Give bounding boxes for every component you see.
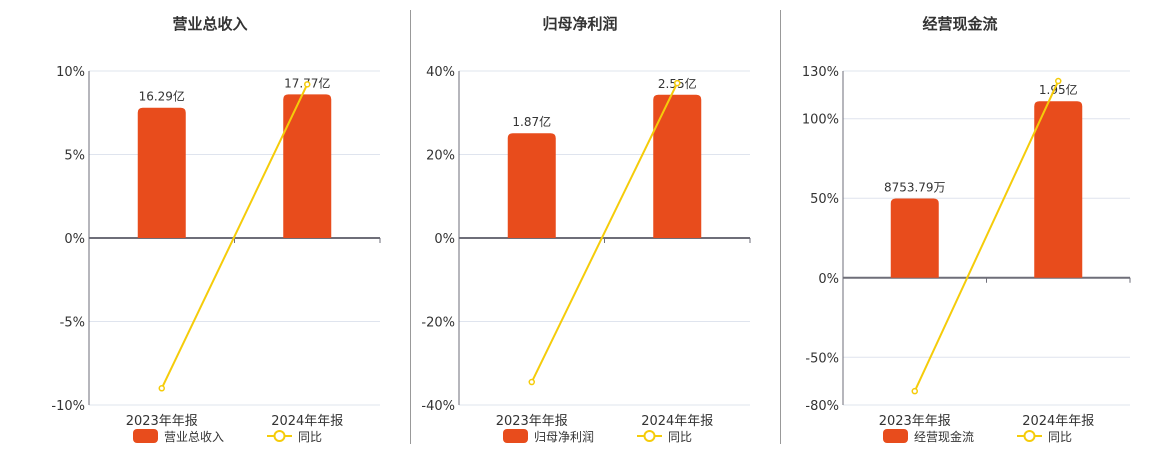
legend-label: 营业总收入 <box>164 430 224 444</box>
bar[interactable] <box>1034 101 1083 278</box>
legend-item-bar[interactable]: 营业总收入 <box>133 429 224 444</box>
yoy-point[interactable] <box>304 81 311 88</box>
legend-item-bar[interactable]: 归母净利润 <box>503 429 594 444</box>
panel-divider-2 <box>780 10 781 444</box>
legend: 营业总收入 同比 <box>133 429 322 444</box>
legend-item-line[interactable]: 同比 <box>1017 430 1072 444</box>
y-tick-label: 5% <box>64 149 85 164</box>
legend-circle-icon <box>273 430 286 442</box>
bar-value-label: 1.87亿 <box>512 114 551 129</box>
legend: 归母净利润 同比 <box>503 429 692 444</box>
yoy-point[interactable] <box>1055 77 1062 85</box>
legend-circle-icon <box>643 430 656 442</box>
y-tick-label: -40% <box>421 399 455 414</box>
chart-title: 经营现金流 <box>922 15 997 33</box>
yoy-line <box>913 80 1060 392</box>
x-category-label: 2023年年报 <box>496 414 568 429</box>
bar-value-label: 16.29亿 <box>139 89 185 104</box>
legend-bar-swatch-icon <box>133 429 158 443</box>
yoy-point[interactable] <box>911 387 918 395</box>
legend-circle-icon <box>1023 430 1036 442</box>
y-tick-label: -50% <box>805 351 839 366</box>
x-category-label: 2024年年报 <box>1022 414 1094 429</box>
legend-item-bar[interactable]: 经营现金流 <box>883 429 974 444</box>
y-tick-label: -10% <box>51 399 85 414</box>
chart-title: 归母净利润 <box>542 15 617 33</box>
yoy-point[interactable] <box>158 385 165 392</box>
x-category-label: 2023年年报 <box>126 414 198 429</box>
y-tick-label: -80% <box>805 399 839 414</box>
bar[interactable] <box>653 94 702 238</box>
legend-label: 归母净利润 <box>534 430 594 444</box>
y-tick-label: 0% <box>434 232 455 247</box>
legend-label: 同比 <box>298 430 322 444</box>
legend-bar-swatch-icon <box>883 429 908 443</box>
bar[interactable] <box>507 133 556 238</box>
legend-bar-swatch-icon <box>503 429 528 443</box>
legend-item-line[interactable]: 同比 <box>267 430 322 444</box>
legend-label: 同比 <box>668 430 692 444</box>
bar[interactable] <box>283 94 332 238</box>
chart-panel-3: 经营现金流 130% 100% 50% 0% -50% -80% 2023年年报 2024年年报… <box>802 15 1131 444</box>
chart-panel-2: 归母净利润 40% 20% 0% -20% -40% 2023年年报 2024年年报 1.87亿… <box>421 15 751 444</box>
y-tick-label: 10% <box>56 65 85 80</box>
bar[interactable] <box>890 198 939 278</box>
panel-divider-1 <box>410 10 411 444</box>
y-tick-label: 50% <box>810 192 839 207</box>
y-tick-label: 20% <box>426 149 455 164</box>
chart-panel-1: 营业总收入10%5%0%-5%-10%2023年年报2024年年报16.29亿1… <box>51 15 381 444</box>
yoy-line <box>530 82 679 383</box>
y-tick-label: -5% <box>60 316 85 331</box>
legend-label: 经营现金流 <box>914 429 974 444</box>
y-tick-label: 40% <box>426 65 455 80</box>
x-category-label: 2024年年报 <box>641 414 713 429</box>
y-tick-label: 0% <box>818 272 839 287</box>
chart-title: 营业总收入 <box>172 15 247 33</box>
yoy-line <box>160 83 309 389</box>
y-tick-label: 100% <box>802 113 839 128</box>
bar[interactable] <box>137 107 186 239</box>
legend: 经营现金流 同比 <box>883 429 1072 444</box>
bar-value-label: 8753.79万 <box>884 181 946 195</box>
legend-label: 同比 <box>1048 430 1072 444</box>
yoy-point[interactable] <box>674 79 681 87</box>
y-tick-label: 0% <box>64 232 85 247</box>
legend-item-line[interactable]: 同比 <box>637 430 692 444</box>
x-category-label: 2023年年报 <box>879 414 951 429</box>
y-tick-label: -20% <box>421 316 455 331</box>
x-category-label: 2024年年报 <box>271 414 343 429</box>
yoy-point[interactable] <box>528 378 535 386</box>
bar-value-label: 1.95亿 <box>1039 82 1078 97</box>
y-tick-label: 130% <box>802 65 839 80</box>
